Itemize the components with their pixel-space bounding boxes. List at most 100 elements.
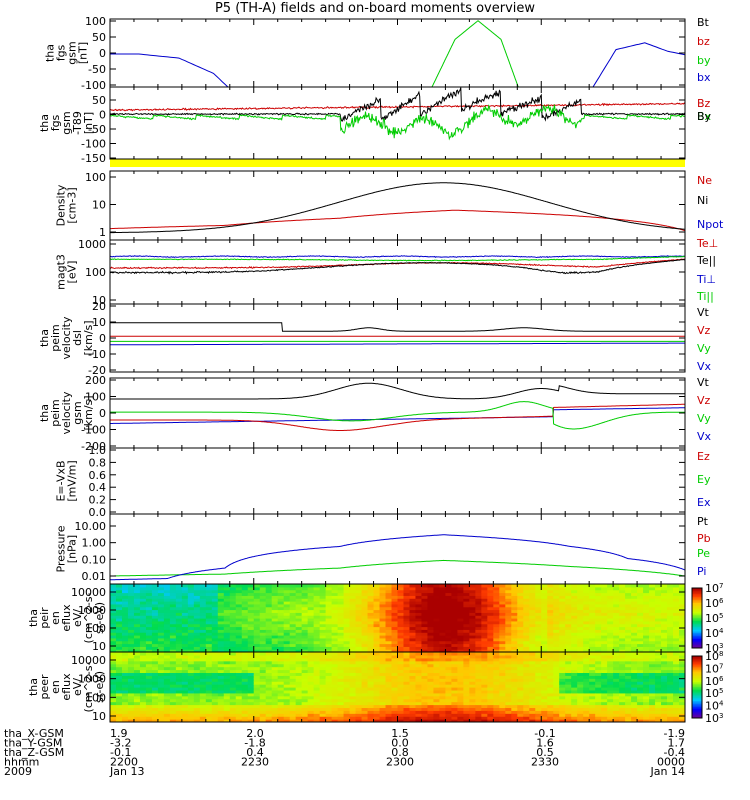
panel-frame — [109, 86, 686, 160]
y-tick-label: 0.0 — [89, 506, 107, 519]
colorbar-tick-label: 103 — [705, 712, 723, 725]
panel-frame — [109, 447, 686, 515]
legend-Pb: Pb — [697, 532, 711, 545]
y-tick-label: 0 — [99, 407, 106, 420]
y-tick-label: -50 — [88, 123, 106, 136]
axis-row-value: -0.1 — [110, 746, 131, 759]
series-Vy — [110, 401, 685, 430]
axis-row-value: 1.9 — [110, 727, 128, 740]
y-tick-label: 50 — [92, 31, 106, 44]
series-Vt — [110, 382, 685, 400]
legend-Ey: Ey — [697, 473, 711, 486]
legend-Vt: Vt — [697, 306, 710, 319]
series-by — [431, 20, 519, 87]
series-By — [110, 87, 685, 122]
axis-row-value: 2230 — [241, 756, 269, 769]
axis-row-value: 2330 — [531, 756, 559, 769]
y-axis-label: thapeerenefluxeV/(cm^2-s-sr-eV) — [27, 662, 106, 713]
legend-bx: bx — [697, 71, 711, 84]
legend-Bt: Bt — [697, 16, 710, 29]
y-axis-label: thafgsgsm-T89[nT] — [38, 111, 95, 135]
axis-row-label: hhmm — [4, 756, 39, 769]
y-tick-label: 0.01 — [82, 570, 107, 583]
y-tick-label: -100 — [81, 138, 106, 151]
legend-Ti⊥: Ti⊥ — [696, 273, 716, 286]
axis-row-value: 1.7 — [668, 737, 686, 750]
y-tick-label: 100 — [85, 15, 106, 28]
panel-frame — [109, 303, 686, 373]
y-tick-label: 0 — [99, 109, 106, 122]
legend-Vt: Vt — [697, 376, 710, 389]
y-tick-label: 1.00 — [82, 537, 107, 550]
y-tick-label: 50 — [92, 94, 106, 107]
axis-row-label: tha_X-GSM — [4, 727, 64, 740]
axis-row-value: -0.1 — [534, 727, 555, 740]
axis-row-value: 2200 — [110, 756, 138, 769]
colorbar-tick-label: 107 — [705, 582, 723, 595]
panel-frame — [109, 513, 686, 585]
y-tick-label: -20 — [88, 364, 106, 377]
y-tick-label: 10 — [92, 294, 106, 307]
series-Vt — [110, 322, 685, 332]
y-tick-label: -10 — [88, 348, 106, 361]
legend-Vz: Vz — [697, 394, 711, 407]
colorbar-tick-label: 103 — [705, 642, 723, 655]
colorbar-tick-label: 104 — [705, 700, 724, 713]
series-Te-par — [110, 258, 685, 275]
legend-Ti||: Ti|| — [696, 290, 714, 303]
axis-row-value: -0.4 — [664, 746, 685, 759]
y-tick-label: 10000 — [71, 654, 106, 667]
colorbar-tick-label: 104 — [705, 627, 724, 640]
y-tick-label: 1000 — [78, 604, 106, 617]
axis-row-value: -1.9 — [664, 727, 685, 740]
y-tick-label: 10 — [92, 640, 106, 653]
chart-title: P5 (TH-A) fields and on-board moments ov… — [214, 1, 536, 16]
legend-Te⊥: Te⊥ — [696, 237, 718, 250]
axis-row-label: tha_Y-GSM — [4, 737, 62, 750]
y-tick-label: 0.10 — [82, 553, 107, 566]
y-tick-label: 0.8 — [89, 456, 107, 469]
series-bx — [110, 42, 685, 87]
y-tick-label: 10 — [92, 710, 106, 723]
legend-by: by — [697, 54, 711, 67]
y-tick-label: 200 — [85, 374, 106, 387]
y-tick-label: 10000 — [71, 586, 106, 599]
y-tick-label: 0.2 — [89, 494, 107, 507]
axis-row-value: 1.6 — [536, 737, 554, 750]
y-tick-label: 1000 — [78, 673, 106, 686]
legend-Vz: Vz — [697, 324, 711, 337]
y-tick-label: -100 — [81, 424, 106, 437]
series-Pi — [110, 534, 685, 581]
legend-Pi: Pi — [697, 565, 706, 578]
y-tick-label: -100 — [81, 79, 106, 92]
ion-colorbar: 107 106 105 104 103 — [691, 582, 724, 655]
y-tick-label: 100 — [85, 691, 106, 704]
y-tick-label: 1.0 — [89, 444, 107, 457]
y-tick-label: -150 — [81, 152, 106, 165]
series-Bx — [110, 104, 685, 141]
legend-Bz: Bz — [697, 97, 711, 110]
axis-row-value: 0.0 — [391, 737, 409, 750]
y-axis-label: thapeimvelocitygsm[km/s] — [38, 391, 95, 434]
legend-Vy: Vy — [697, 342, 711, 355]
series-Vx — [110, 407, 685, 424]
series-Vx — [110, 342, 685, 346]
series-Ne — [110, 209, 685, 232]
y-axis-label: Pressure[nPa] — [55, 525, 79, 572]
legend-By: By — [697, 110, 712, 123]
legend-Vx: Vx — [697, 430, 712, 443]
series-Vz — [110, 403, 685, 431]
y-tick-label: 100 — [85, 622, 106, 635]
axis-row-value: -1.8 — [244, 737, 265, 750]
axis-row-value: Jan 14 — [650, 765, 685, 778]
axis-row-label: tha_Z-GSM — [4, 746, 64, 759]
colorbar-tick-label: 107 — [705, 662, 723, 675]
colorbar-tick-label: 106 — [705, 675, 724, 688]
y-axis-label: thafgsgsm[nT] — [44, 41, 90, 64]
y-tick-label: 1 — [99, 226, 106, 239]
legend-Ex: Ex — [697, 496, 711, 509]
colorbar-tick-label: 108 — [705, 650, 723, 663]
axis-row-label: 2009 — [4, 765, 32, 778]
